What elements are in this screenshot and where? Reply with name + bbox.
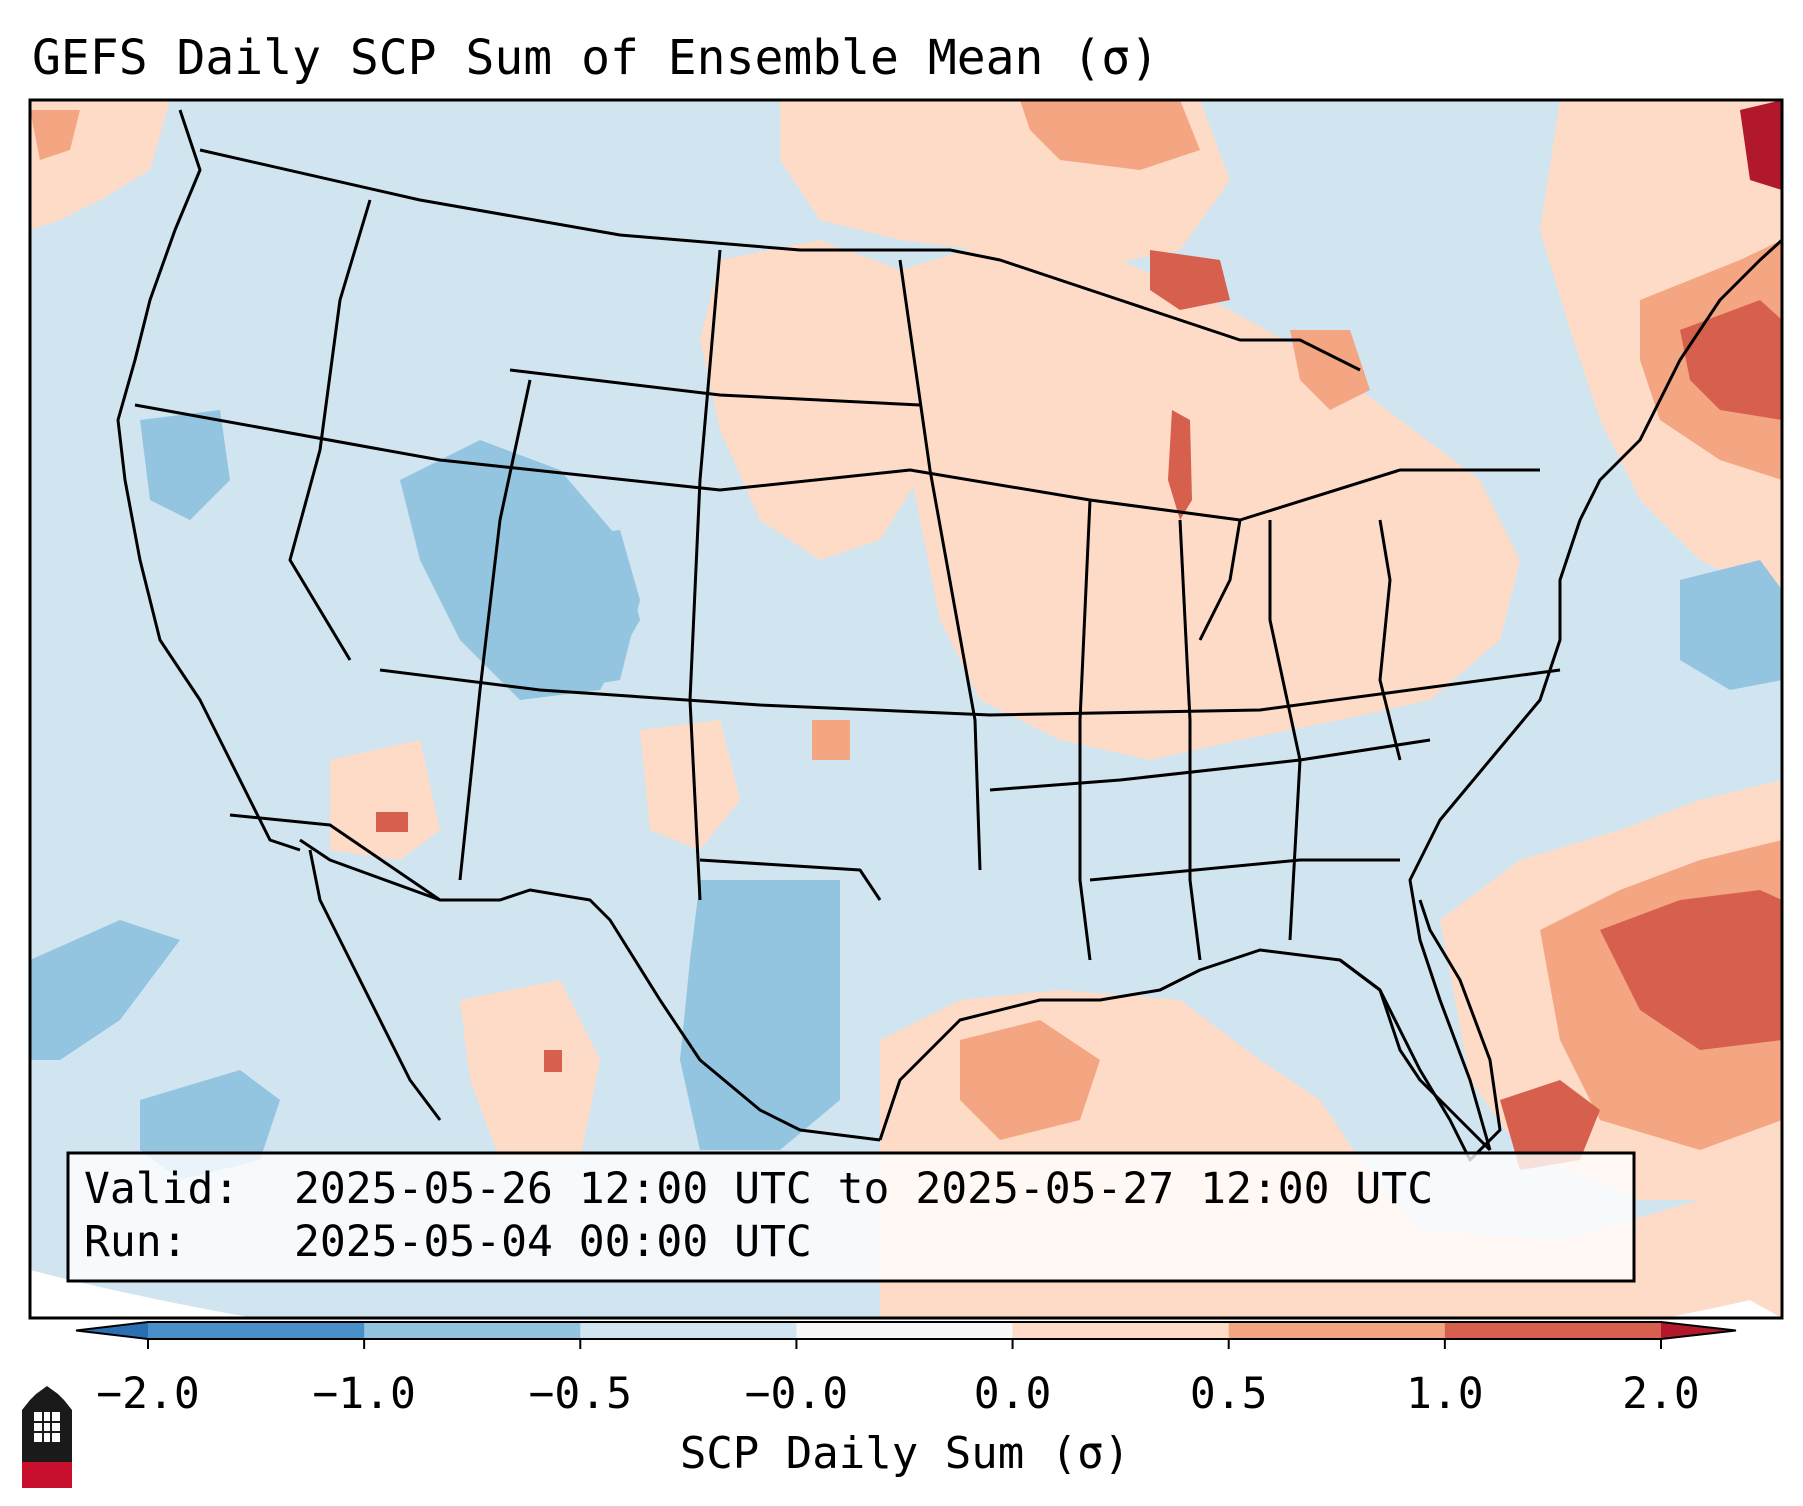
state-line-6: [989, 738, 1431, 792]
atlantic-coast: [1408, 238, 1782, 1151]
run-label: Run:: [84, 1217, 188, 1267]
colorado-negative-region: [540, 530, 640, 690]
lake-michigan-strong-region: [1168, 410, 1192, 520]
colorbar-tick-label: 0.0: [974, 1369, 1052, 1419]
pacific-nw-strong-region: [30, 110, 80, 160]
info-box-frame: [66, 1151, 1636, 1283]
mexico-strong-region: [544, 1050, 562, 1072]
map-panel: Valid: 2025-05-26 12:00 UTC to 2025-05-2…: [28, 98, 1784, 1320]
boundary-lines: [116, 109, 1782, 1162]
coastline-baja: [308, 849, 442, 1121]
state-line-9: [688, 249, 722, 901]
ontario-strong-region: [1150, 250, 1230, 310]
niu-logo: [22, 1386, 72, 1488]
us-canada-border: [199, 148, 1361, 372]
colorbar-extend-low: [76, 1322, 148, 1339]
michigan-strong-region: [1290, 330, 1370, 410]
state-line-7: [288, 199, 372, 661]
maine-core-region: [1740, 100, 1782, 190]
new-england-core-region: [1680, 300, 1782, 420]
state-line-3: [379, 668, 1561, 717]
anomaly-field: [30, 100, 1782, 1318]
state-line-12: [1178, 519, 1202, 961]
state-line-15: [1089, 858, 1400, 882]
state-line-8: [458, 379, 532, 881]
valid-label: Valid:: [84, 1164, 239, 1214]
map-frame: [28, 98, 1784, 1320]
california-negative-region: [140, 410, 230, 520]
colorbar-tick-label: 0.5: [1190, 1369, 1268, 1419]
oklahoma-strong-region: [812, 720, 850, 760]
colorbar-bin: [1012, 1322, 1230, 1339]
niu-logo-window-icon: [34, 1412, 60, 1442]
colorbar-bin: [796, 1322, 1014, 1339]
state-line-4: [509, 368, 921, 407]
colorbar-bin: [1444, 1322, 1662, 1339]
run-value: 2025-05-04 00:00 UTC: [294, 1217, 812, 1267]
colorbar-bin: [148, 1322, 365, 1339]
us-mexico-border: [299, 838, 881, 1142]
state-line-16: [1198, 519, 1242, 641]
colorbar-tick-label: 2.0: [1622, 1369, 1700, 1419]
mexico-positive-region: [460, 980, 600, 1160]
niu-logo-grid-icon: [34, 1412, 60, 1442]
colorbar-label: SCP Daily Sum (σ): [680, 1428, 1130, 1479]
midwest-positive-region: [900, 240, 1520, 760]
arizona-positive-region: [330, 740, 440, 860]
colorbar-tick-label: −0.0: [745, 1369, 849, 1419]
bahamas-strong-region: [1500, 1080, 1600, 1170]
niu-logo-banner-icon: [22, 1462, 72, 1488]
pacific-negative-region: [30, 920, 180, 1060]
colorbar-extend-high: [1661, 1322, 1736, 1339]
state-line-5: [699, 858, 882, 901]
atlantic-core-region: [1600, 890, 1782, 1050]
info-box: Valid: 2025-05-26 12:00 UTC to 2025-05-2…: [66, 1151, 1636, 1283]
colorbar-bin: [580, 1322, 797, 1339]
state-line-13: [1268, 520, 1302, 941]
state-line-10: [898, 259, 982, 871]
gulf-strong-region: [960, 1020, 1100, 1140]
colorbar-tick-label: −2.0: [96, 1369, 200, 1419]
texas-negative-region: [680, 880, 840, 1150]
state-line-2: [229, 813, 441, 902]
colorbar-bin: [364, 1322, 581, 1339]
canada-strong-region: [1020, 100, 1200, 170]
state-line-11: [1078, 499, 1092, 961]
state-line-1: [134, 403, 1540, 522]
map-title: GEFS Daily SCP Sum of Ensemble Mean (σ): [32, 30, 1159, 86]
colorbar-tick-label: −0.5: [529, 1369, 633, 1419]
coastline-west: [116, 109, 301, 852]
state-line-14: [1378, 519, 1402, 761]
atlantic-negative-region: [1680, 560, 1782, 690]
gulf-coast: [878, 948, 1492, 1152]
florida-coast: [1339, 899, 1502, 1162]
new-mexico-positive-region: [640, 720, 740, 850]
valid-value: 2025-05-26 12:00 UTC to 2025-05-27 12:00…: [294, 1164, 1433, 1214]
colorbar: −2.0 −1.0 −0.5 −0.0 0.0 0.5 1.0 2.0: [75, 1321, 1737, 1419]
colorbar-tick-label: 1.0: [1406, 1369, 1484, 1419]
colorbar-bin: [1228, 1322, 1446, 1339]
colorbar-tick-label: −1.0: [312, 1369, 416, 1419]
arizona-strong-region: [376, 812, 408, 832]
